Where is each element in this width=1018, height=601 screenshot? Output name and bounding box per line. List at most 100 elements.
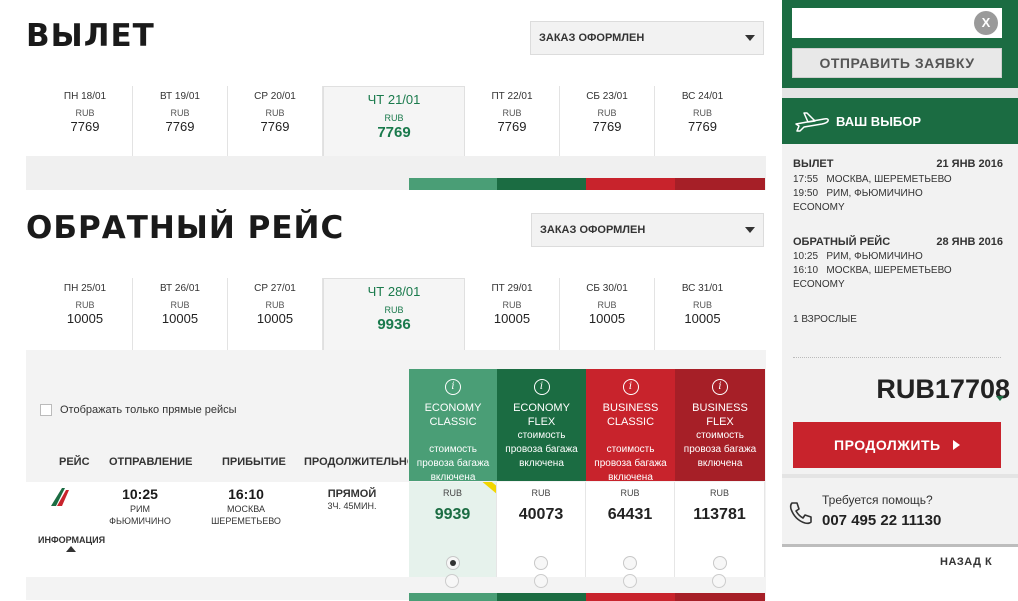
fare-strip: [409, 593, 497, 601]
price: 7769: [592, 119, 622, 134]
date-label: ПТ 29/01: [491, 283, 533, 294]
date-label: ЧТ 21/01: [367, 92, 421, 107]
passengers: 1 ВЗРОСЛЫЕ: [793, 314, 857, 325]
fare-header-economy-classic[interactable]: i ECONOMY CLASSIC стоимость провоза бага…: [409, 369, 497, 483]
continue-label: ПРОДОЛЖИТЬ: [834, 437, 941, 453]
info-icon[interactable]: i: [712, 379, 728, 395]
fare-radio[interactable]: [623, 574, 637, 588]
price: 7769: [260, 119, 290, 134]
total-price: RUB17708: [790, 374, 1010, 405]
divider: [782, 544, 1018, 547]
fare-name: BUSINESS CLASSIC: [602, 402, 659, 428]
price: 10005: [684, 311, 721, 326]
date-label: ВТ 26/01: [160, 283, 200, 294]
price: 9936: [377, 316, 411, 333]
fare-radio[interactable]: [445, 574, 459, 588]
date-label: ПН 18/01: [63, 91, 107, 102]
request-input[interactable]: [792, 8, 1002, 38]
out-line-2: 19:50 РИМ, ФЬЮМИЧИНО: [793, 188, 923, 199]
fare-header-economy-flex[interactable]: i ECONOMY FLEX стоимость провоза багажа …: [497, 369, 586, 481]
fare-radio[interactable]: [534, 556, 548, 570]
date-tab-active[interactable]: ЧТ 21/01 RUB 7769: [323, 86, 465, 156]
checkbox-label: Отображать только прямые рейсы: [60, 404, 237, 416]
date-tab[interactable]: ВТ 19/01 RUB 7769: [133, 86, 228, 156]
date-tab[interactable]: ВС 31/01 RUB 10005: [655, 278, 750, 350]
outbound-date-tabs: ПН 18/01 RUB 7769 ВТ 19/01 RUB 7769 СР 20/01…: [38, 86, 750, 156]
out-class: ECONOMY: [793, 202, 845, 213]
currency: RUB: [620, 488, 640, 498]
currency: RUB: [502, 108, 522, 118]
duration-value: 3Ч. 45МИН.: [327, 501, 377, 511]
currency: RUB: [597, 108, 617, 118]
fare-strip: [675, 178, 765, 190]
price: 7769: [497, 119, 527, 134]
select-value: ЗАКАЗ ОФОРМЛЕН: [539, 32, 645, 44]
outbound-status-select[interactable]: ЗАКАЗ ОФОРМЛЕН: [530, 21, 764, 55]
info-link[interactable]: ИНФОРМАЦИЯ: [38, 535, 106, 545]
date-tab[interactable]: СР 20/01 RUB 7769: [228, 86, 323, 156]
fare-radio[interactable]: [534, 574, 548, 588]
info-icon[interactable]: i: [533, 379, 550, 395]
date-tab[interactable]: ПН 25/01 RUB 10005: [38, 278, 133, 350]
date-label: ПТ 22/01: [491, 91, 533, 102]
fare-strip: [497, 178, 586, 190]
currency: RUB: [75, 108, 95, 118]
chevron-up-icon: [66, 546, 76, 552]
dep-city: РИМ: [130, 504, 150, 514]
close-icon[interactable]: X: [974, 11, 998, 35]
arrival-cell: 16:10 МОСКВА ШЕРЕМЕТЬЕВО: [206, 485, 286, 527]
help-phone[interactable]: 007 495 22 11130: [822, 512, 942, 529]
date-tab[interactable]: ВС 24/01 RUB 7769: [655, 86, 750, 156]
direct-only-filter[interactable]: Отображать только прямые рейсы: [40, 404, 237, 416]
date-tab[interactable]: ПТ 29/01 RUB 10005: [465, 278, 560, 350]
info-icon[interactable]: i: [445, 379, 461, 395]
airline-logo-icon: [51, 488, 69, 506]
out-label: ВЫЛЕТ: [793, 158, 834, 170]
currency: RUB: [442, 488, 462, 498]
fare-price: 9939: [434, 506, 471, 523]
date-tab[interactable]: СР 27/01 RUB 10005: [228, 278, 323, 350]
fare-header-business-classic[interactable]: i BUSINESS CLASSIC стоимость провоза баг…: [586, 369, 675, 483]
date-label: СР 20/01: [254, 91, 296, 102]
price: 7769: [70, 119, 100, 134]
choice-summary: [782, 144, 1018, 474]
return-status-select[interactable]: ЗАКАЗ ОФОРМЛЕН: [531, 213, 764, 247]
back-link[interactable]: НАЗАД К: [940, 556, 993, 568]
help-box: [782, 478, 1018, 544]
currency: RUB: [384, 305, 404, 315]
fare-cell-selected[interactable]: RUB 9939: [409, 482, 497, 577]
date-label: ВТ 19/01: [160, 91, 200, 102]
date-label: ВС 31/01: [681, 283, 724, 294]
submit-request-button[interactable]: ОТПРАВИТЬ ЗАЯВКУ: [792, 48, 1002, 78]
fare-cell[interactable]: RUB 64431: [586, 482, 675, 577]
fare-radio[interactable]: [445, 556, 460, 570]
date-tab[interactable]: ВТ 26/01 RUB 10005: [133, 278, 228, 350]
plane-icon: [795, 112, 829, 132]
date-tab[interactable]: ПТ 22/01 RUB 7769: [465, 86, 560, 156]
date-tab[interactable]: ПН 18/01 RUB 7769: [38, 86, 133, 156]
fare-radio[interactable]: [623, 556, 637, 570]
fare-cell[interactable]: RUB 40073: [497, 482, 586, 577]
duration-cell: ПРЯМОЙ 3Ч. 45МИН.: [316, 488, 388, 512]
fare-radio[interactable]: [712, 556, 727, 570]
fare-cell[interactable]: RUB 113781: [675, 482, 765, 577]
fare-strip: [409, 178, 497, 190]
currency: RUB: [265, 108, 285, 118]
date-tab-active[interactable]: ЧТ 28/01 RUB 9936: [323, 278, 465, 350]
info-icon[interactable]: i: [622, 379, 639, 395]
flight-row: [26, 482, 409, 577]
date-tab[interactable]: СБ 23/01 RUB 7769: [560, 86, 655, 156]
col-header-departure: ОТПРАВЛЕНИЕ: [109, 456, 193, 468]
continue-button[interactable]: ПРОДОЛЖИТЬ: [793, 422, 1001, 468]
currency: RUB: [170, 300, 190, 310]
out-summary-row: ВЫЛЕТ 21 ЯНВ 2016: [793, 158, 1003, 170]
fare-radio[interactable]: [712, 574, 726, 588]
date-tab[interactable]: СБ 30/01 RUB 10005: [560, 278, 655, 350]
chevron-down-icon[interactable]: [996, 396, 1004, 401]
checkbox[interactable]: [40, 404, 52, 416]
fare-header-business-flex[interactable]: i BUSINESS FLEX стоимость провоза багажа…: [675, 369, 765, 481]
date-label: ПН 25/01: [63, 283, 107, 294]
fare-strip: [675, 593, 765, 601]
currency: RUB: [170, 108, 190, 118]
price: 10005: [66, 311, 104, 326]
